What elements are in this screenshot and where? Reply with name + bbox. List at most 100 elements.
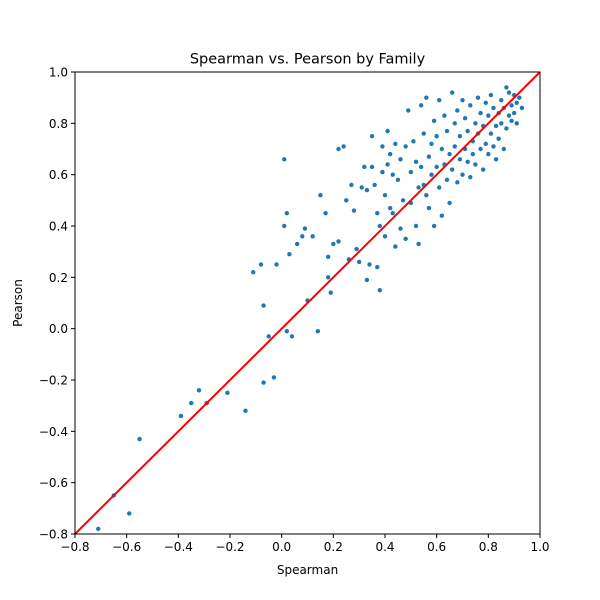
data-point [424,193,429,198]
data-point [478,146,483,152]
data-point [447,151,452,157]
y-tick-label: 0.6 [49,168,68,182]
x-tick-label: 0.2 [324,540,343,554]
data-point [289,334,295,339]
data-point [225,390,230,396]
data-point [359,185,364,190]
data-point [437,185,442,190]
data-point [354,246,359,252]
data-point [382,193,388,198]
data-point [390,210,395,216]
y-tick-label: 1.0 [49,66,68,80]
data-point [96,526,101,532]
y-tick-label: −0.6 [39,476,68,490]
data-point [506,90,512,95]
data-point [261,303,266,308]
x-tick-label: 0.8 [479,540,498,554]
data-point [411,139,416,144]
data-point [261,380,266,385]
data-point [369,164,375,170]
data-point [449,167,455,172]
data-point [377,287,383,293]
y-tick-label: 0.4 [49,220,68,234]
data-point [328,290,333,295]
data-point [127,511,132,516]
x-tick-label: −0.2 [215,540,244,554]
data-point [493,123,499,129]
data-point [367,262,372,267]
data-point [416,185,421,190]
data-point [336,146,341,152]
data-point [501,146,507,152]
data-point [372,182,377,188]
data-point [431,118,437,123]
data-point [439,213,445,218]
data-point [499,98,504,103]
data-point [470,151,476,157]
data-point [478,110,483,116]
y-tick-label: 0.0 [49,322,68,336]
data-point [375,264,380,270]
data-point [465,159,470,165]
reference-line [74,71,541,535]
x-axis-title: Spearman [277,563,338,577]
data-point [426,154,432,159]
data-point [377,223,383,229]
x-tick-label: 0.0 [272,540,291,554]
data-point [452,144,457,149]
data-point [351,208,357,213]
data-point [403,236,408,242]
data-point [460,172,465,177]
data-point [385,128,390,134]
data-point [406,108,411,113]
data-point [439,146,445,152]
x-tick-label: −0.6 [112,540,141,554]
y-tick-label: 0.8 [49,117,68,131]
data-point [341,144,346,149]
data-point [434,133,439,139]
data-point [408,169,414,175]
data-point [398,157,403,162]
data-point [511,110,517,116]
data-point [380,144,385,149]
data-point [196,388,202,393]
data-point [452,121,457,126]
data-point [514,100,519,106]
x-tick-label: −0.8 [60,540,89,554]
data-point [424,95,429,100]
data-point [387,205,393,211]
plot-frame [74,71,541,535]
x-tick-label: 1.0 [530,540,549,554]
plot-area [74,71,541,535]
data-point [449,90,455,95]
data-point [284,329,290,334]
data-point [398,226,403,231]
data-point [395,177,401,182]
data-point [325,254,331,259]
data-point [480,167,486,172]
y-tick-label: 0.2 [49,271,68,285]
y-tick-label: −0.4 [39,425,68,439]
data-point [243,408,248,413]
data-point [514,121,519,126]
axis-ticks: −0.8 −0.6 −0.4 −0.2 0.0 0.2 0.4 0.6 0.8 1.0 −0.8 −0… [39,66,550,555]
data-point [310,234,315,239]
data-point [504,85,509,90]
data-point [349,182,354,188]
data-point [302,226,308,231]
data-point [434,164,439,170]
x-tick-label: 0.4 [375,540,394,554]
data-point [380,169,385,175]
data-point [413,159,419,165]
data-point [325,275,331,280]
data-point [442,113,447,118]
data-point [390,172,395,177]
data-point [468,103,473,108]
data-point [403,144,408,149]
data-point [462,116,468,121]
data-point [284,210,290,216]
data-point [364,187,370,193]
data-point [491,144,496,149]
data-point [300,234,305,239]
